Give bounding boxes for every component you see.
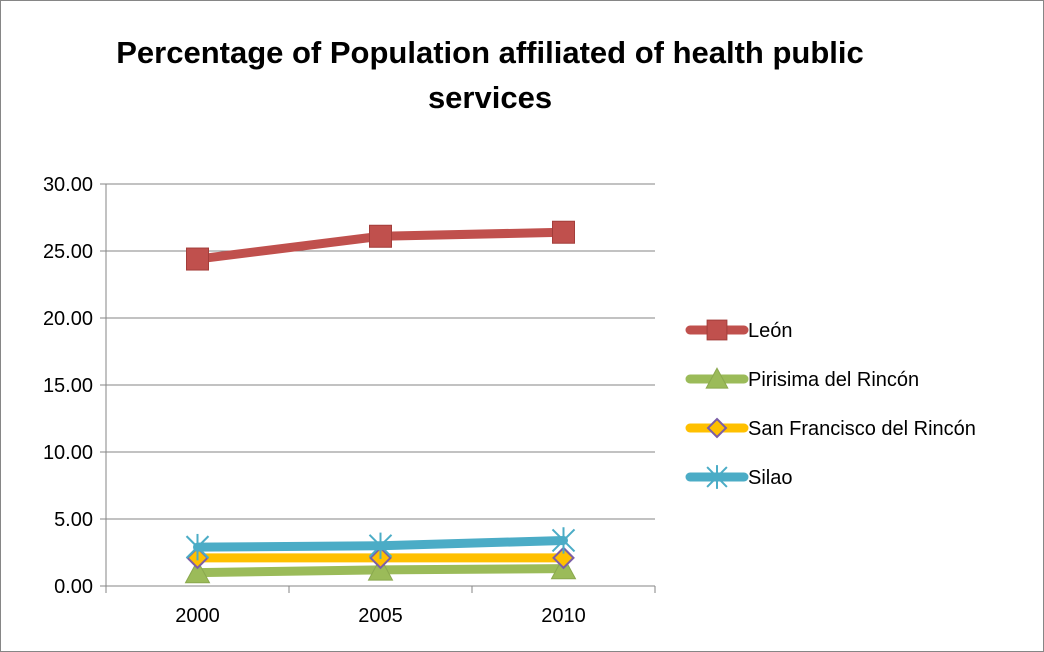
data-point xyxy=(369,224,392,248)
data-point xyxy=(552,220,575,244)
y-tick-label: 0.00 xyxy=(54,576,93,598)
legend-entry: San Francisco del Rincón xyxy=(685,417,976,440)
x-tick-label: 2000 xyxy=(175,605,220,627)
legend: León Pirisima del Rincón San Francisco del… xyxy=(685,319,976,489)
data-point xyxy=(186,247,209,271)
series-layer xyxy=(184,220,577,584)
y-tick-label: 25.00 xyxy=(43,241,93,263)
legend-entry: León xyxy=(685,319,793,342)
axes: 0.00 5.00 10.00 15.00 20.00 25.00 30.00 2000 200… xyxy=(43,174,656,627)
legend-label: Silao xyxy=(748,467,792,489)
data-point xyxy=(184,559,211,584)
y-tick-label: 15.00 xyxy=(43,375,93,397)
legend-entry: Pirisima del Rincón xyxy=(685,367,919,391)
legend-marker xyxy=(706,319,728,341)
legend-marker xyxy=(706,465,728,489)
chart-title: Percentage of Population affiliated of h… xyxy=(116,35,864,115)
y-tick-label: 10.00 xyxy=(43,442,93,464)
y-tick-label: 20.00 xyxy=(43,308,93,330)
legend-marker xyxy=(706,417,728,439)
y-tick-label: 5.00 xyxy=(54,509,93,531)
data-point xyxy=(368,532,393,559)
gridlines xyxy=(106,183,655,520)
x-tick-label: 2010 xyxy=(541,605,586,627)
y-tick-label: 30.00 xyxy=(43,174,93,196)
legend-label: Pirisima del Rincón xyxy=(748,369,919,391)
legend-entry: Silao xyxy=(685,465,792,489)
x-tick-label: 2005 xyxy=(358,605,403,627)
legend-label: León xyxy=(748,320,793,342)
data-point xyxy=(551,527,576,554)
legend-label: San Francisco del Rincón xyxy=(748,418,976,440)
legend-marker xyxy=(705,367,729,389)
data-point xyxy=(185,533,210,561)
data-point xyxy=(552,546,575,570)
